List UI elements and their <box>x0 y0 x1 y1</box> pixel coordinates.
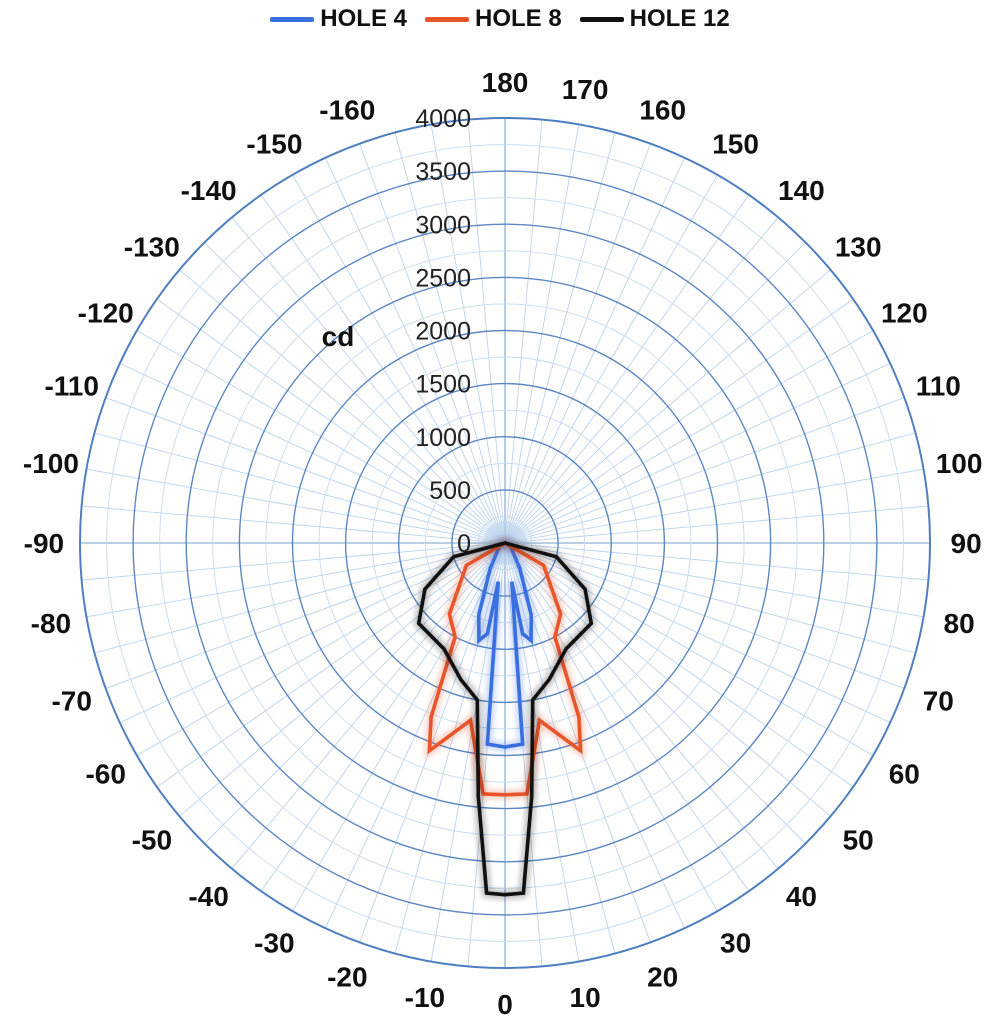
radial-tick-label: 1500 <box>415 371 471 399</box>
series-lines <box>413 537 597 900</box>
angle-tick-label: -120 <box>78 297 134 328</box>
angle-tick-label: 50 <box>843 824 874 855</box>
angle-tick-labels: 0 10 20 30 40 50 60 70 80 90 100 110 120 130 140 150 160… <box>23 67 983 1020</box>
angle-tick-label: -70 <box>51 686 91 717</box>
major-ring <box>344 382 666 704</box>
angle-tick-label: 110 <box>916 370 961 401</box>
major-ring <box>132 170 878 916</box>
minor-ring <box>424 462 586 624</box>
legend-item-hole-8: HOLE 8 <box>424 5 562 33</box>
major-ring <box>291 329 719 757</box>
unit-label: cd <box>322 321 355 352</box>
radial-tick-label: 3000 <box>415 211 471 239</box>
angle-tick-label: -80 <box>31 608 71 639</box>
radial-tick-label: 500 <box>429 477 471 505</box>
radial-tick-label: 1000 <box>415 424 471 452</box>
angle-tick-label: -10 <box>405 982 445 1013</box>
major-ring <box>79 117 931 969</box>
angle-tick-label: -30 <box>254 927 294 958</box>
angle-tick-label: -110 <box>44 370 99 401</box>
legend: HOLE 4 HOLE 8 HOLE 12 <box>0 2 1000 36</box>
angle-tick-label: 130 <box>835 232 882 263</box>
legend-swatch-hole-4 <box>270 16 315 22</box>
minor-ring <box>318 356 692 730</box>
angle-tick-label: -90 <box>24 528 64 559</box>
angle-tick-label: -160 <box>319 95 375 126</box>
major-ring <box>451 489 559 597</box>
angle-tick-label: 120 <box>881 297 928 328</box>
angle-tick-label: -20 <box>327 961 367 992</box>
legend-swatch-hole-8 <box>424 16 469 22</box>
legend-label-hole-8: HOLE 8 <box>474 5 562 32</box>
angle-tick-label: -50 <box>132 824 172 855</box>
radial-tick-label: 4000 <box>415 105 471 133</box>
series-line-hole-12 <box>416 541 594 897</box>
radial-tick-label: 2000 <box>415 318 471 346</box>
legend-item-hole-12: HOLE 12 <box>579 5 730 33</box>
angle-tick-label: 10 <box>570 982 601 1013</box>
angle-tick-label: 70 <box>923 686 954 717</box>
angle-tick-label: 20 <box>647 961 678 992</box>
radial-tick-label: 3500 <box>415 158 471 186</box>
legend-swatch-hole-12 <box>579 16 624 22</box>
minor-ring <box>371 409 639 677</box>
angle-tick-label: 150 <box>712 129 759 160</box>
angle-tick-label: -130 <box>124 232 180 263</box>
angle-tick-label: -150 <box>246 129 302 160</box>
angle-tick-label: 40 <box>786 881 817 912</box>
major-ring <box>398 436 613 651</box>
angle-tick-label: 30 <box>720 927 751 958</box>
major-ring <box>238 276 772 810</box>
angle-tick-label: 170 <box>562 74 609 105</box>
angle-tick-label: 100 <box>936 448 983 479</box>
minor-ring <box>159 197 851 889</box>
angle-tick-label: 180 <box>482 67 529 98</box>
angle-tick-label: -60 <box>85 759 125 790</box>
angle-tick-label: 60 <box>889 759 920 790</box>
legend-item-hole-4: HOLE 4 <box>270 5 407 33</box>
angle-tick-label: 160 <box>639 95 686 126</box>
radial-tick-label: 2500 <box>415 264 471 292</box>
angle-tick-label: -140 <box>181 175 237 206</box>
angle-tick-label: 90 <box>951 528 982 559</box>
legend-label-hole-12: HOLE 12 <box>629 5 730 32</box>
minor-ring <box>265 303 745 783</box>
minor-ring <box>212 250 798 836</box>
angle-tick-label: -40 <box>188 881 228 912</box>
legend-label-hole-4: HOLE 4 <box>320 5 407 32</box>
minor-ring <box>106 144 904 942</box>
angle-tick-label: 0 <box>497 989 513 1020</box>
minor-ring <box>477 515 533 571</box>
angle-tick-label: -100 <box>23 448 79 479</box>
angle-tick-label: 140 <box>778 175 825 206</box>
major-ring <box>185 223 825 863</box>
angle-tick-label: 80 <box>944 608 975 639</box>
